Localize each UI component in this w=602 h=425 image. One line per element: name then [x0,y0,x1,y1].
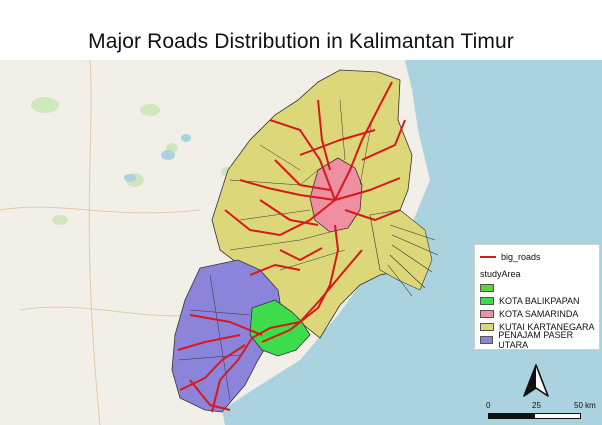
map-legend: big_roads studyArea KOTA BALIKPAPAN KOTA… [474,244,600,350]
legend-item-kutai: KUTAI KARTANEGARA [480,321,595,333]
region-kota-balikpapan[interactable] [249,299,311,357]
north-arrow-icon [523,364,549,397]
map-canvas[interactable] [0,60,602,425]
legend-big-roads: big_roads [480,251,541,263]
legend-item-balikpapan: KOTA BALIKPAPAN [480,295,580,307]
legend-swatch [480,284,494,292]
legend-swatch [480,323,494,331]
legend-big-roads-label: big_roads [501,252,541,262]
scale-bar: 0 25 50 km [484,398,599,422]
road-line-icon [480,256,496,258]
minor-background-roads [0,60,201,425]
map-svg [0,60,602,425]
legend-item-label: KOTA SAMARINDA [499,309,579,319]
legend-item-penajam: PENAJAM PASER UTARA [480,330,599,350]
mahakam-delta [369,209,439,297]
scale-label-25: 25 [532,401,541,410]
scale-label-0: 0 [486,401,491,410]
legend-item-samarinda: KOTA SAMARINDA [480,308,578,320]
scale-label-50: 50 km [574,401,596,410]
region-kota-samarinda[interactable] [309,157,363,233]
legend-item-label: KOTA BALIKPAPAN [499,296,580,306]
water-bodies [124,134,191,182]
legend-item-label: PENAJAM PASER UTARA [498,330,574,350]
scale-segment-light [534,413,581,419]
legend-swatch [480,336,494,344]
scale-segment-dark [488,413,535,419]
legend-item-blank [480,282,499,294]
legend-item-label: KUTAI KARTANEGARA [499,322,595,332]
legend-swatch [480,297,494,305]
legend-group-title: studyArea [480,269,521,279]
legend-swatch [480,310,494,318]
region-penajam-paser-utara[interactable] [171,259,283,413]
map-title: Major Roads Distribution in Kalimantan T… [88,30,514,53]
big-roads-layer [177,81,406,413]
